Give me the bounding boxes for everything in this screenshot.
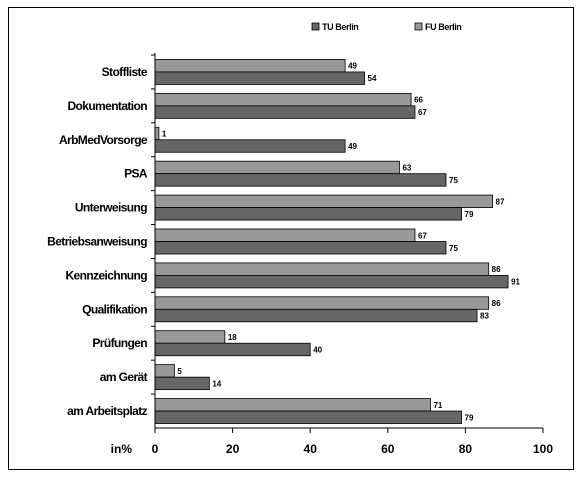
- bar-tu-berlin: [154, 376, 210, 391]
- legend: TU Berlin FU Berlin: [311, 22, 462, 32]
- x-tick-label: 40: [304, 442, 318, 456]
- bar-fu-berlin: [154, 228, 416, 242]
- legend-swatch: [311, 22, 320, 31]
- bar-tu-berlin: [154, 105, 416, 119]
- x-axis: 0 20 40 60 80 100 in%: [111, 53, 553, 456]
- legend-swatch: [414, 22, 423, 31]
- data-label: 86: [492, 299, 501, 308]
- data-label: 49: [348, 142, 357, 151]
- data-label: 67: [418, 231, 427, 240]
- bar-tu-berlin: [154, 410, 462, 424]
- x-tick-label: 60: [381, 442, 395, 456]
- bar-fu-berlin: [154, 92, 412, 107]
- bar-tu-berlin: [154, 173, 447, 187]
- data-label: 79: [465, 210, 474, 219]
- bar-tu-berlin: [154, 207, 462, 221]
- x-tick-label: 80: [459, 442, 473, 456]
- bar-fu-berlin: [154, 398, 431, 412]
- category-label: PSA: [124, 167, 148, 181]
- category-label: Qualifikation: [82, 302, 147, 316]
- x-axis-label: in%: [111, 442, 133, 456]
- bar-tu-berlin: [154, 241, 447, 255]
- legend-label: TU Berlin: [322, 22, 358, 32]
- data-label: 83: [480, 312, 489, 321]
- x-tick-label: 100: [533, 442, 553, 456]
- x-tick-label: 0: [152, 442, 159, 456]
- bar-tu-berlin: [154, 308, 478, 323]
- legend-label: FU Berlin: [425, 22, 461, 32]
- data-label: 86: [492, 265, 501, 274]
- category-label: Kennzeichnung: [65, 268, 147, 282]
- bar-fu-berlin: [154, 194, 493, 208]
- data-label: 87: [496, 197, 505, 206]
- bars: [154, 59, 509, 424]
- category-label: Stoffliste: [102, 65, 148, 79]
- x-tick-label: 20: [226, 442, 240, 456]
- category-label: ArbMedVorsorge: [59, 133, 148, 147]
- data-label: 49: [348, 62, 357, 71]
- bar-fu-berlin: [154, 160, 400, 175]
- data-label: 63: [402, 163, 411, 172]
- data-label: 66: [414, 96, 423, 105]
- data-label: 18: [228, 333, 237, 342]
- bar-fu-berlin: [154, 59, 346, 73]
- data-labels: 4954666714963758779677586918683184051471…: [162, 62, 521, 423]
- category-labels: Stoffliste Dokumentation ArbMedVorsorge PSA…: [47, 65, 148, 418]
- data-label: 75: [449, 244, 458, 253]
- bar-tu-berlin: [154, 275, 509, 289]
- bar-fu-berlin: [154, 330, 226, 344]
- category-label: am Arbeitsplatz: [67, 404, 148, 418]
- bar-tu-berlin: [154, 139, 346, 153]
- bar-fu-berlin: [154, 296, 490, 310]
- category-label: Unterweisung: [75, 201, 147, 215]
- data-label: 79: [465, 413, 474, 422]
- data-label: 40: [313, 345, 322, 354]
- bar-fu-berlin: [154, 364, 175, 378]
- category-label: am Gerät: [100, 370, 148, 384]
- category-label: Prüfungen: [92, 336, 147, 350]
- bar-tu-berlin: [154, 71, 365, 85]
- data-label: 1: [162, 130, 167, 139]
- data-label: 5: [177, 367, 182, 376]
- category-label: Dokumentation: [67, 99, 147, 113]
- data-label: 91: [511, 278, 520, 287]
- data-label: 67: [418, 108, 427, 117]
- category-label: Betriebsanweisung: [47, 235, 147, 249]
- data-label: 54: [368, 74, 377, 83]
- bar-fu-berlin: [154, 126, 160, 141]
- data-label: 14: [212, 379, 221, 388]
- data-label: 71: [433, 401, 442, 410]
- bar-fu-berlin: [154, 262, 490, 276]
- bar-tu-berlin: [154, 342, 311, 357]
- data-label: 75: [449, 176, 458, 185]
